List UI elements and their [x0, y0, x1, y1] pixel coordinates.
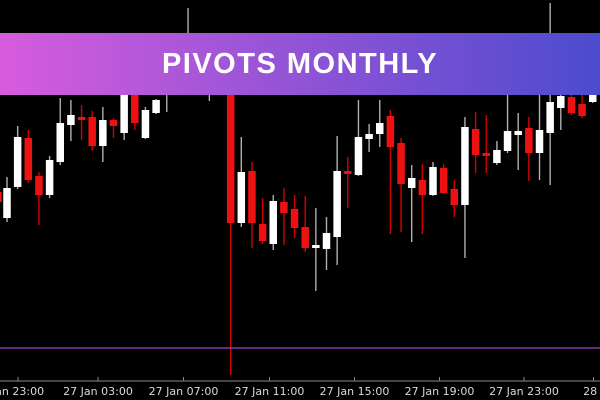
time-axis-label: 27 Jan 23:00 — [489, 385, 559, 398]
candle-body-down — [0, 192, 2, 202]
candle-body-up — [322, 233, 331, 249]
candle-body-down — [578, 104, 586, 116]
candle-body-up — [312, 245, 320, 248]
candle-body-up — [67, 115, 75, 125]
candle-body-up — [56, 123, 64, 162]
candle-body-down — [397, 143, 405, 184]
candle-body-up — [429, 167, 437, 195]
candle-body-down — [386, 116, 395, 147]
candle-body-up — [493, 150, 501, 163]
candle-body-down — [248, 171, 256, 223]
candle-body-down — [290, 209, 299, 228]
candle-body-up — [557, 96, 565, 108]
candle-body-up — [120, 80, 128, 133]
candle-body-down — [525, 128, 533, 153]
candle-body-down — [439, 168, 448, 193]
candle-body-up — [237, 172, 246, 223]
time-axis-label: 27 Jan 03:00 — [63, 385, 133, 398]
candle-body-up — [407, 178, 416, 188]
candle-body-up — [3, 188, 11, 218]
indicator-banner-title: PIVOTS MONTHLY — [161, 47, 439, 80]
candle-body-up — [376, 123, 384, 134]
candle-body-down — [418, 180, 427, 195]
candle-body-down — [450, 189, 459, 205]
time-axis-label: 27 Jan 07:00 — [149, 385, 219, 398]
time-axis-label: 28 J — [583, 385, 600, 398]
time-axis-label: 27 Jan 19:00 — [405, 385, 475, 398]
time-axis-label: 27 Jan 15:00 — [320, 385, 390, 398]
candle-body-down — [35, 176, 43, 195]
candle-body-up — [99, 120, 107, 146]
candle-body-up — [333, 171, 341, 237]
indicator-banner: PIVOTS MONTHLY — [0, 33, 600, 95]
candle-body-down — [344, 171, 352, 174]
candle-body-up — [354, 137, 363, 175]
candle-body-up — [461, 127, 469, 205]
candle-body-down — [482, 153, 490, 156]
candle-body-down — [301, 227, 309, 248]
candle-body-up — [365, 134, 373, 139]
candle-body-up — [45, 160, 54, 195]
candle-body-up — [589, 95, 597, 102]
candle-body-down — [567, 97, 576, 113]
candle-body-down — [88, 117, 96, 146]
time-axis-label: Jan 23:00 — [0, 385, 44, 398]
candle-body-up — [13, 137, 22, 187]
candle-body-up — [141, 110, 150, 138]
candle-body-up — [503, 131, 512, 151]
candle-body-up — [535, 130, 544, 153]
candle-body-down — [280, 202, 288, 213]
candle-body-up — [152, 100, 160, 113]
candle-body-down — [258, 224, 267, 241]
candle-body-down — [24, 138, 33, 180]
candle-body-up — [546, 102, 554, 133]
candle-body-down — [77, 117, 86, 120]
candle-body-up — [514, 131, 522, 135]
candle-body-down — [131, 80, 139, 123]
candle-body-down — [471, 129, 480, 155]
candle-body-up — [269, 201, 277, 244]
candle-body-down — [226, 60, 235, 223]
candle-body-down — [109, 120, 118, 126]
time-axis-label: 27 Jan 11:00 — [235, 385, 305, 398]
